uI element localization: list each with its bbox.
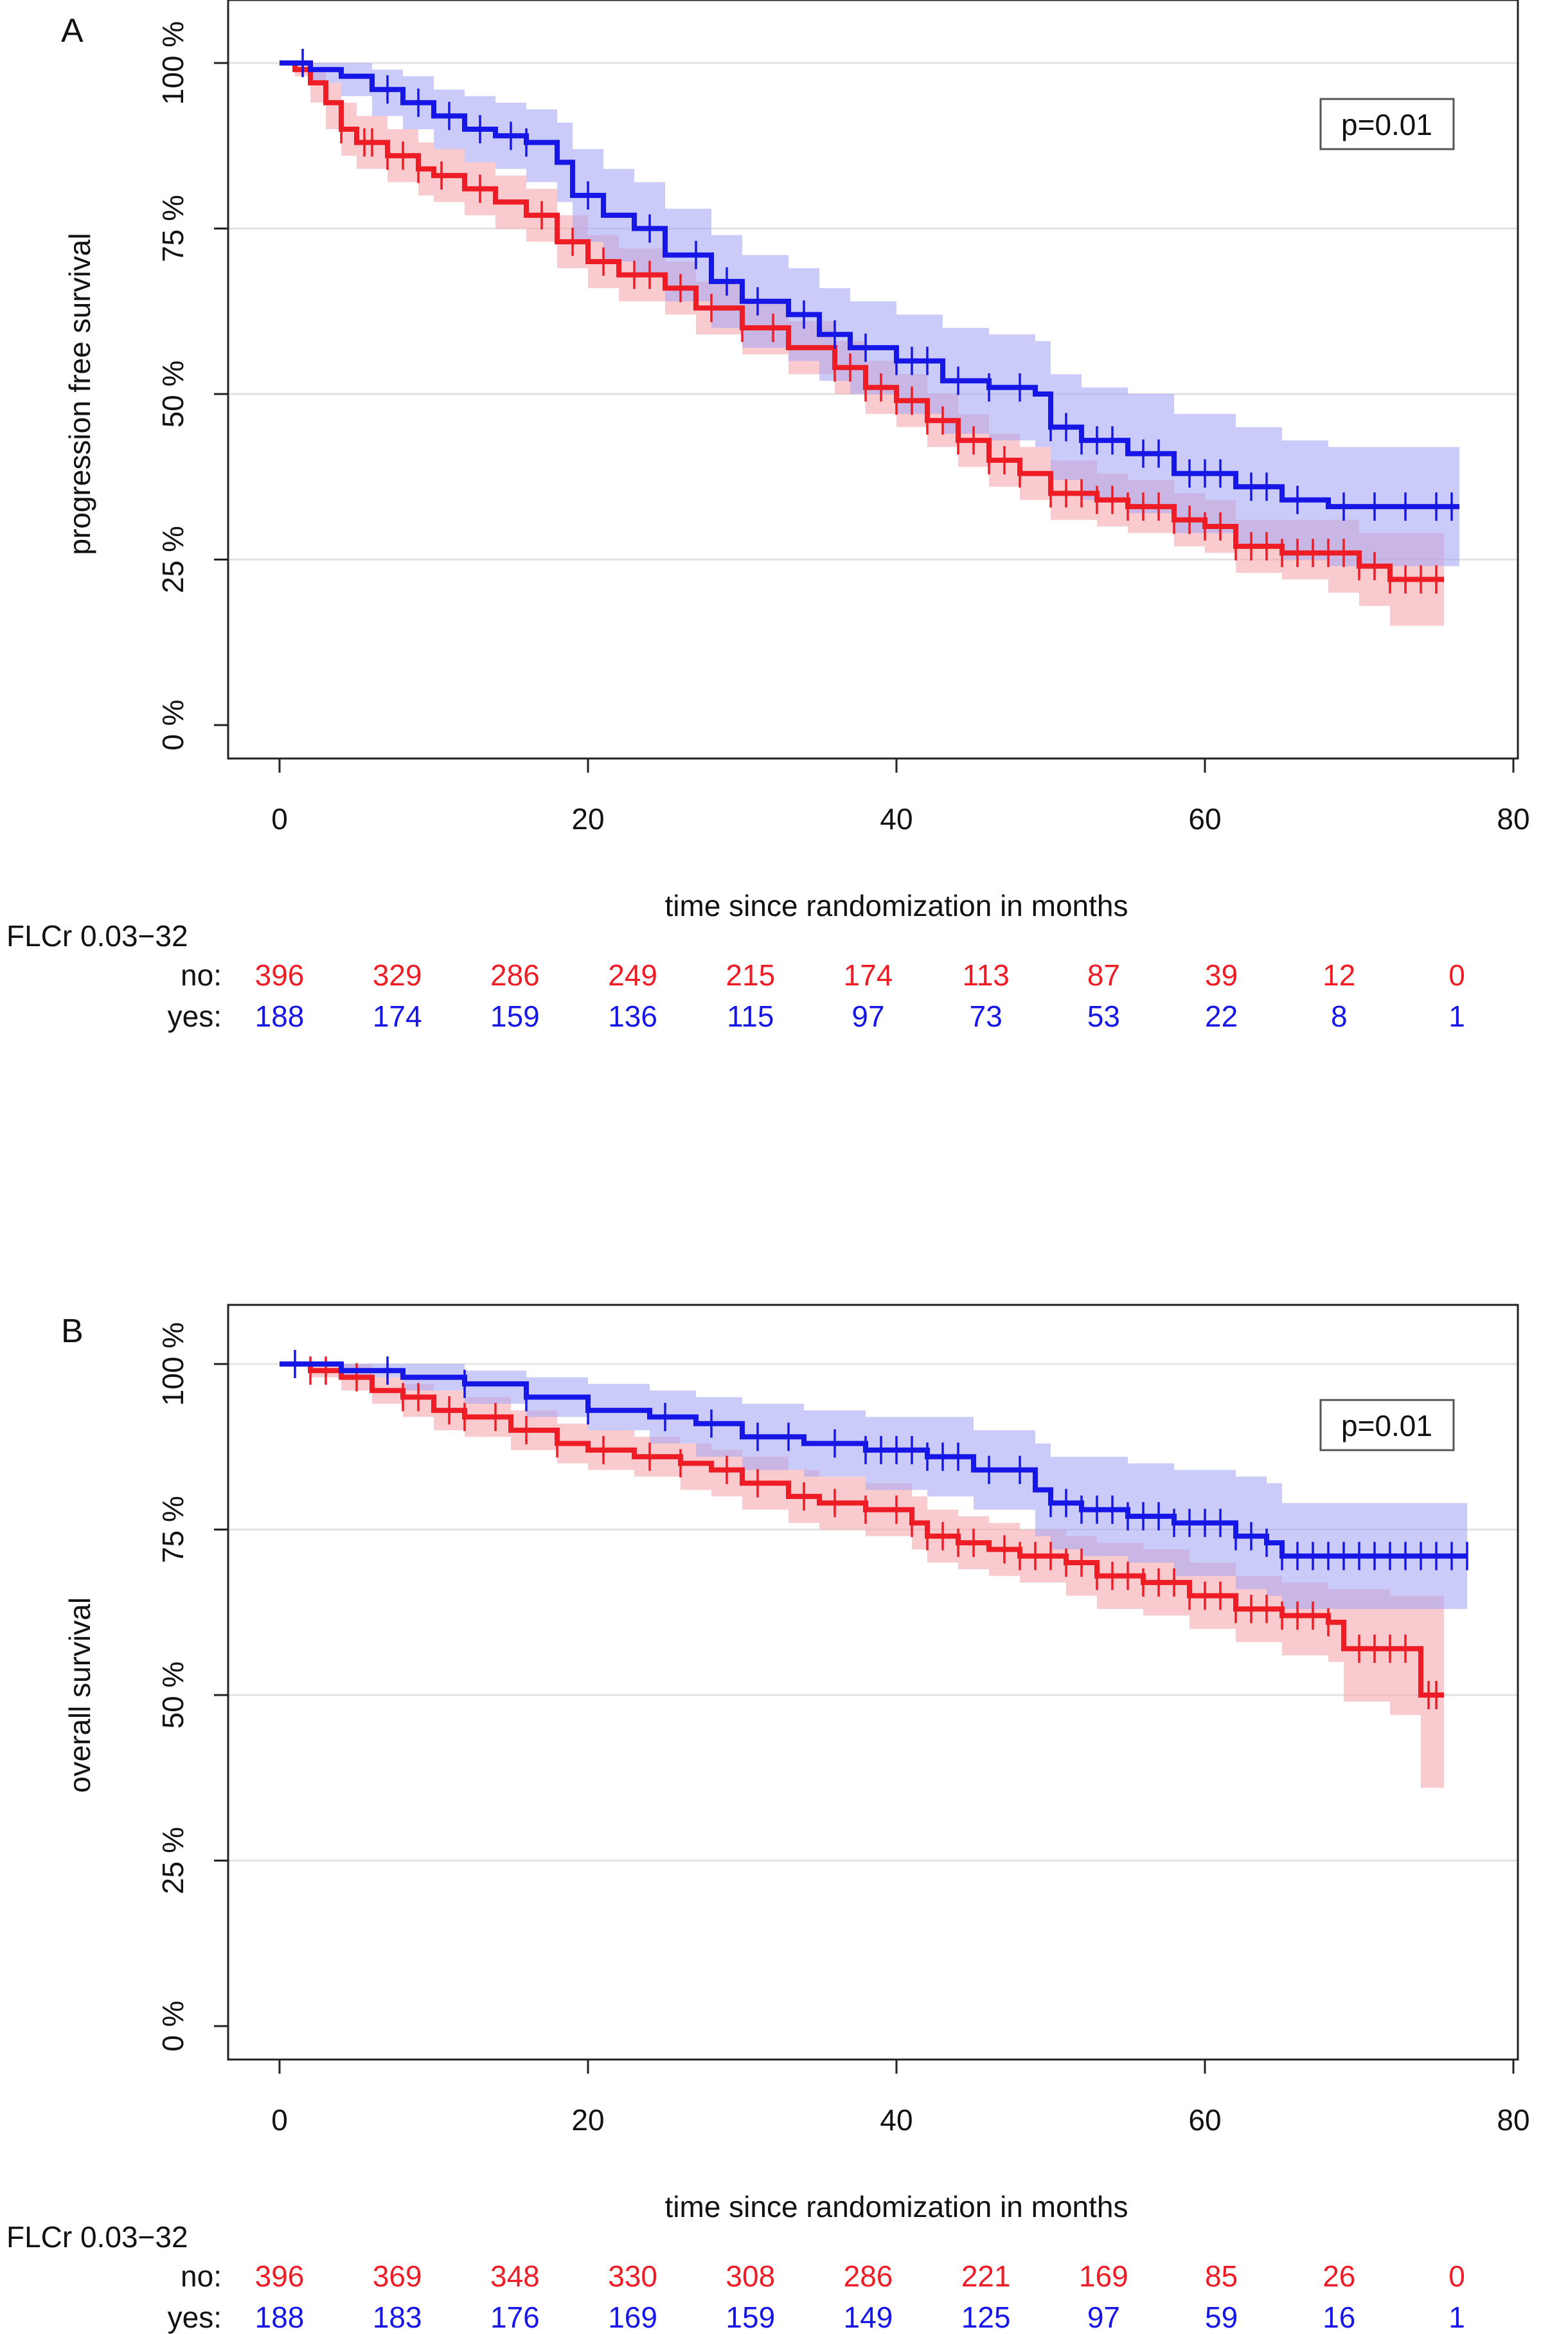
y-tick-label: 0 % xyxy=(156,699,190,750)
risk-table-title: FLCr 0.03−32 xyxy=(6,919,188,953)
survival-curve-yes xyxy=(280,60,1459,510)
risk-count-yes: 169 xyxy=(608,2301,657,2334)
risk-row-label-no: no: xyxy=(181,958,222,992)
risk-count-no: 286 xyxy=(844,2259,893,2293)
risk-count-yes: 73 xyxy=(970,1000,1002,1033)
risk-count-yes: 16 xyxy=(1323,2301,1355,2334)
risk-count-no: 26 xyxy=(1323,2259,1355,2293)
x-tick-label: 0 xyxy=(271,2103,288,2137)
risk-count-no: 87 xyxy=(1087,958,1120,992)
x-tick-label: 20 xyxy=(571,2103,604,2137)
risk-count-yes: 183 xyxy=(373,2301,422,2334)
plot-frame xyxy=(227,0,1519,760)
risk-count-no: 221 xyxy=(961,2259,1011,2293)
x-tick-label: 80 xyxy=(1497,2103,1529,2137)
x-tick-label: 0 xyxy=(271,802,288,836)
risk-count-no: 0 xyxy=(1448,2259,1465,2293)
risk-row-label-yes: yes: xyxy=(168,2301,222,2334)
x-tick-label: 60 xyxy=(1188,2103,1221,2137)
risk-count-no: 249 xyxy=(608,958,657,992)
pvalue-box xyxy=(1319,98,1455,150)
x-tick-label: 40 xyxy=(880,802,913,836)
risk-count-no: 39 xyxy=(1205,958,1238,992)
plot-frame xyxy=(227,1304,1519,2061)
panel-label: A xyxy=(61,12,84,49)
x-tick-label: 40 xyxy=(880,2103,913,2137)
risk-count-yes: 115 xyxy=(727,1000,774,1033)
x-axis-label: time since randomization in months xyxy=(665,2190,1128,2223)
y-tick-label: 25 % xyxy=(156,1827,190,1894)
risk-count-yes: 159 xyxy=(490,1000,540,1033)
pvalue-box xyxy=(1319,1399,1455,1451)
risk-count-yes: 188 xyxy=(255,1000,305,1033)
risk-count-no: 113 xyxy=(963,958,1010,992)
risk-count-yes: 97 xyxy=(851,1000,884,1033)
risk-count-no: 369 xyxy=(373,2259,422,2293)
risk-count-no: 174 xyxy=(844,958,893,992)
risk-table-title: FLCr 0.03−32 xyxy=(6,2220,188,2254)
risk-count-no: 329 xyxy=(373,958,422,992)
x-tick-label: 60 xyxy=(1188,802,1221,836)
risk-row-label-no: no: xyxy=(181,2259,222,2293)
y-tick-label: 100 % xyxy=(156,21,190,105)
risk-count-yes: 188 xyxy=(255,2301,305,2334)
x-axis-label: time since randomization in months xyxy=(665,889,1128,922)
risk-count-yes: 136 xyxy=(608,1000,657,1033)
y-axis-label: overall survival xyxy=(63,1597,96,1793)
pvalue-label: p=0.01 xyxy=(1341,108,1432,141)
y-tick-label: 25 % xyxy=(156,526,190,593)
risk-count-no: 0 xyxy=(1448,958,1465,992)
y-tick-label: 75 % xyxy=(156,1496,190,1563)
pvalue-label: p=0.01 xyxy=(1341,1409,1432,1442)
x-tick-label: 20 xyxy=(571,802,604,836)
y-tick-label: 50 % xyxy=(156,361,190,428)
risk-count-yes: 149 xyxy=(844,2301,893,2334)
risk-count-yes: 97 xyxy=(1087,2301,1120,2334)
risk-count-yes: 8 xyxy=(1331,1000,1348,1033)
x-tick-label: 80 xyxy=(1497,802,1529,836)
risk-count-yes: 159 xyxy=(726,2301,775,2334)
panel-a: A0 %25 %50 %75 %100 %0 20 40 60 80progressio… xyxy=(6,0,1530,1033)
risk-count-no: 308 xyxy=(726,2259,775,2293)
risk-row-label-yes: yes: xyxy=(168,1000,222,1033)
risk-count-yes: 1 xyxy=(1448,2301,1465,2334)
risk-count-no: 215 xyxy=(726,958,775,992)
risk-count-yes: 53 xyxy=(1087,1000,1120,1033)
risk-count-no: 12 xyxy=(1323,958,1355,992)
panel-b: B 0 % 25 % 50 % 75 % 100 % 0 20 40 60 80 overall su… xyxy=(6,1304,1530,2334)
risk-count-no: 286 xyxy=(490,958,540,992)
risk-count-no: 169 xyxy=(1079,2259,1128,2293)
panel-label: B xyxy=(61,1313,84,1350)
risk-count-yes: 59 xyxy=(1205,2301,1238,2334)
risk-count-no: 85 xyxy=(1205,2259,1238,2293)
y-tick-label: 50 % xyxy=(156,1662,190,1729)
risk-count-no: 348 xyxy=(490,2259,540,2293)
risk-count-yes: 125 xyxy=(961,2301,1011,2334)
risk-count-no: 330 xyxy=(608,2259,657,2293)
confidence-band-yes xyxy=(280,1364,1467,1610)
risk-count-yes: 174 xyxy=(373,1000,422,1033)
risk-count-no: 396 xyxy=(255,958,305,992)
risk-count-no: 396 xyxy=(255,2259,305,2293)
y-tick-label: 75 % xyxy=(156,195,190,262)
y-tick-label: 100 % xyxy=(156,1322,190,1406)
y-tick-label: 0 % xyxy=(156,2000,190,2051)
risk-count-yes: 176 xyxy=(490,2301,540,2334)
risk-count-yes: 22 xyxy=(1205,1000,1238,1033)
y-axis-label: progression free survival xyxy=(63,233,96,555)
risk-count-yes: 1 xyxy=(1448,1000,1465,1033)
